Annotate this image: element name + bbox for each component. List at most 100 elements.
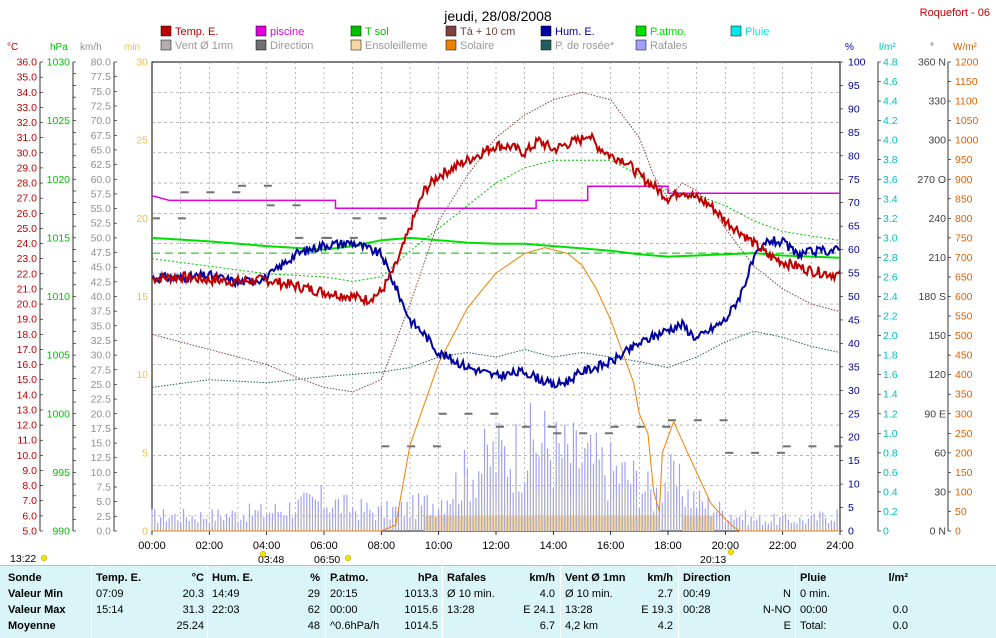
wind-axis-label: 32.5 — [91, 335, 112, 347]
humidity-axis-label: 0 — [848, 526, 854, 538]
solar-axis-label: 150 — [955, 467, 973, 479]
temp-axis-label: 9.0 — [22, 465, 37, 477]
summary-header-label: Sonde — [8, 572, 42, 584]
series-dewpoint — [151, 330, 841, 388]
temp-axis-label: 7.0 — [22, 495, 37, 507]
legend-label: Tà + 10 cm — [460, 26, 515, 38]
summary-row: E — [683, 618, 791, 634]
summary-cell-value: 31.3 — [182, 604, 204, 616]
summary-cell-time: ^0.6hPa/h — [330, 620, 380, 632]
summary-row: Valeur Min — [8, 586, 90, 602]
wind-axis-label: 42.5 — [91, 276, 112, 288]
summary-separator — [442, 566, 443, 638]
summary-separator — [795, 566, 796, 638]
summary-header-label: Vent Ø 1mn — [565, 572, 626, 584]
summary-row: Total: 0.0 — [800, 618, 908, 634]
temp-axis-label: 5.0 — [22, 526, 37, 538]
summary-cell-value: 1015.6 — [404, 604, 438, 616]
summary-header: P.atmo. hPa — [330, 570, 438, 586]
wind-axis-label: 67.5 — [91, 130, 112, 142]
temp-axis-label: 11.0 — [17, 435, 37, 447]
summary-row-label: Valeur Min — [8, 588, 64, 600]
summary-cell-time: 00:49 — [683, 588, 711, 600]
direction-axis-label: 150 — [928, 330, 946, 342]
summary-header: Rafales km/h — [447, 570, 555, 586]
sun-marker — [344, 554, 352, 562]
x-tick-label: 02:00 — [196, 540, 224, 552]
legend-label: P. de rosée* — [555, 40, 615, 52]
temp-axis-label: 23.0 — [17, 253, 38, 265]
legend-label: P.atmo. — [650, 26, 687, 38]
series-pool — [151, 185, 840, 210]
rain-axis-label: 0.6 — [883, 467, 898, 479]
humidity-axis-label: 30 — [848, 385, 860, 397]
wind-axis-label: 25.0 — [91, 379, 112, 391]
summary-table: Sonde Valeur Min Valeur Max Moyenne Temp. E.… — [0, 565, 996, 638]
temp-axis-label: 29.0 — [17, 162, 38, 174]
temp-axis-label: 20.0 — [17, 299, 38, 311]
station-name: Roquefort - 06 — [920, 7, 990, 19]
summary-column: Pluie l/m² 0 min. 00:00 0.0 Total: 0.0 — [800, 570, 908, 634]
direction-axis-label: 300 — [928, 135, 946, 147]
sunshine-axis-label: 10 — [136, 369, 148, 381]
solar-axis-label: 700 — [955, 252, 973, 264]
solar-axis-label: 1000 — [955, 135, 979, 147]
legend-label: Rafales — [650, 40, 688, 52]
temp-axis-label: 21.0 — [17, 283, 38, 295]
humidity-axis-label: 10 — [848, 479, 860, 491]
summary-separator — [325, 566, 326, 638]
legend-swatch — [445, 39, 457, 51]
summary-row: 00:28 N-NO — [683, 602, 791, 618]
legend-label: piscine — [270, 26, 304, 38]
rain-axis-label: 1.8 — [883, 350, 898, 362]
wind-axis-label: 60.0 — [91, 174, 112, 186]
rain-axis-label: 4.6 — [883, 76, 898, 88]
humidity-axis-label: 90 — [848, 103, 860, 115]
humidity-axis-label: 5 — [848, 502, 854, 514]
solar-axis-label: 750 — [955, 232, 973, 244]
humidity-axis-label: 45 — [848, 314, 860, 326]
rain-axis-label: 1.6 — [883, 369, 898, 381]
summary-header-unit: °C — [191, 572, 204, 584]
temp-axis-label: 18.0 — [17, 329, 38, 341]
temp-axis-label: 33.0 — [17, 102, 38, 114]
x-tick-label: 04:00 — [253, 540, 281, 552]
summary-cell-time: 07:09 — [96, 588, 124, 600]
wind-axis-label: 52.5 — [91, 218, 112, 230]
wind-axis-label: 10.0 — [91, 467, 112, 479]
legend-swatch — [540, 39, 552, 51]
x-tick-label: 08:00 — [368, 540, 396, 552]
wind-axis-label: 12.5 — [91, 452, 112, 464]
humidity-axis-label: 100 — [848, 57, 866, 69]
summary-cell-value: 0.0 — [892, 620, 908, 632]
wind-axis-label: 57.5 — [91, 188, 112, 200]
x-tick-label: 20:00 — [712, 540, 740, 552]
legend-swatch — [350, 39, 362, 51]
temp-axis-label: 32.0 — [17, 117, 38, 129]
solar-axis-label: 350 — [955, 389, 973, 401]
summary-cell-value: 4.2 — [657, 620, 673, 632]
summary-cell-value: N — [783, 588, 791, 600]
axis-unit: min — [124, 42, 140, 53]
solar-axis-label: 1150 — [955, 76, 978, 88]
wind-axis-label: 40.0 — [91, 291, 112, 303]
wind-axis-label: 77.5 — [91, 71, 112, 83]
legend-swatch — [445, 25, 457, 37]
wind-axis-label: 5.0 — [96, 496, 111, 508]
wind-axis-label: 45.0 — [91, 262, 112, 274]
temp-axis-label: 10.0 — [17, 450, 38, 462]
summary-row: 6.7 — [447, 618, 555, 634]
humidity-axis-label: 70 — [848, 197, 860, 209]
sunshine-axis-label: 5 — [142, 447, 148, 459]
humidity-axis-label: 35 — [848, 361, 860, 373]
summary-cell-time: 15:14 — [96, 604, 124, 616]
summary-row: 48 — [212, 618, 320, 634]
solar-axis-label: 900 — [955, 174, 973, 186]
legend-swatch — [350, 25, 362, 37]
summary-cell-time: 14:49 — [212, 588, 240, 600]
temp-axis-label: 28.0 — [17, 178, 38, 190]
legend-label: Ensoleilleme — [365, 40, 427, 52]
sunrise-label: 03:48 — [258, 554, 284, 565]
wind-axis-label: 30.0 — [91, 350, 112, 362]
summary-header-label: Pluie — [800, 572, 827, 584]
